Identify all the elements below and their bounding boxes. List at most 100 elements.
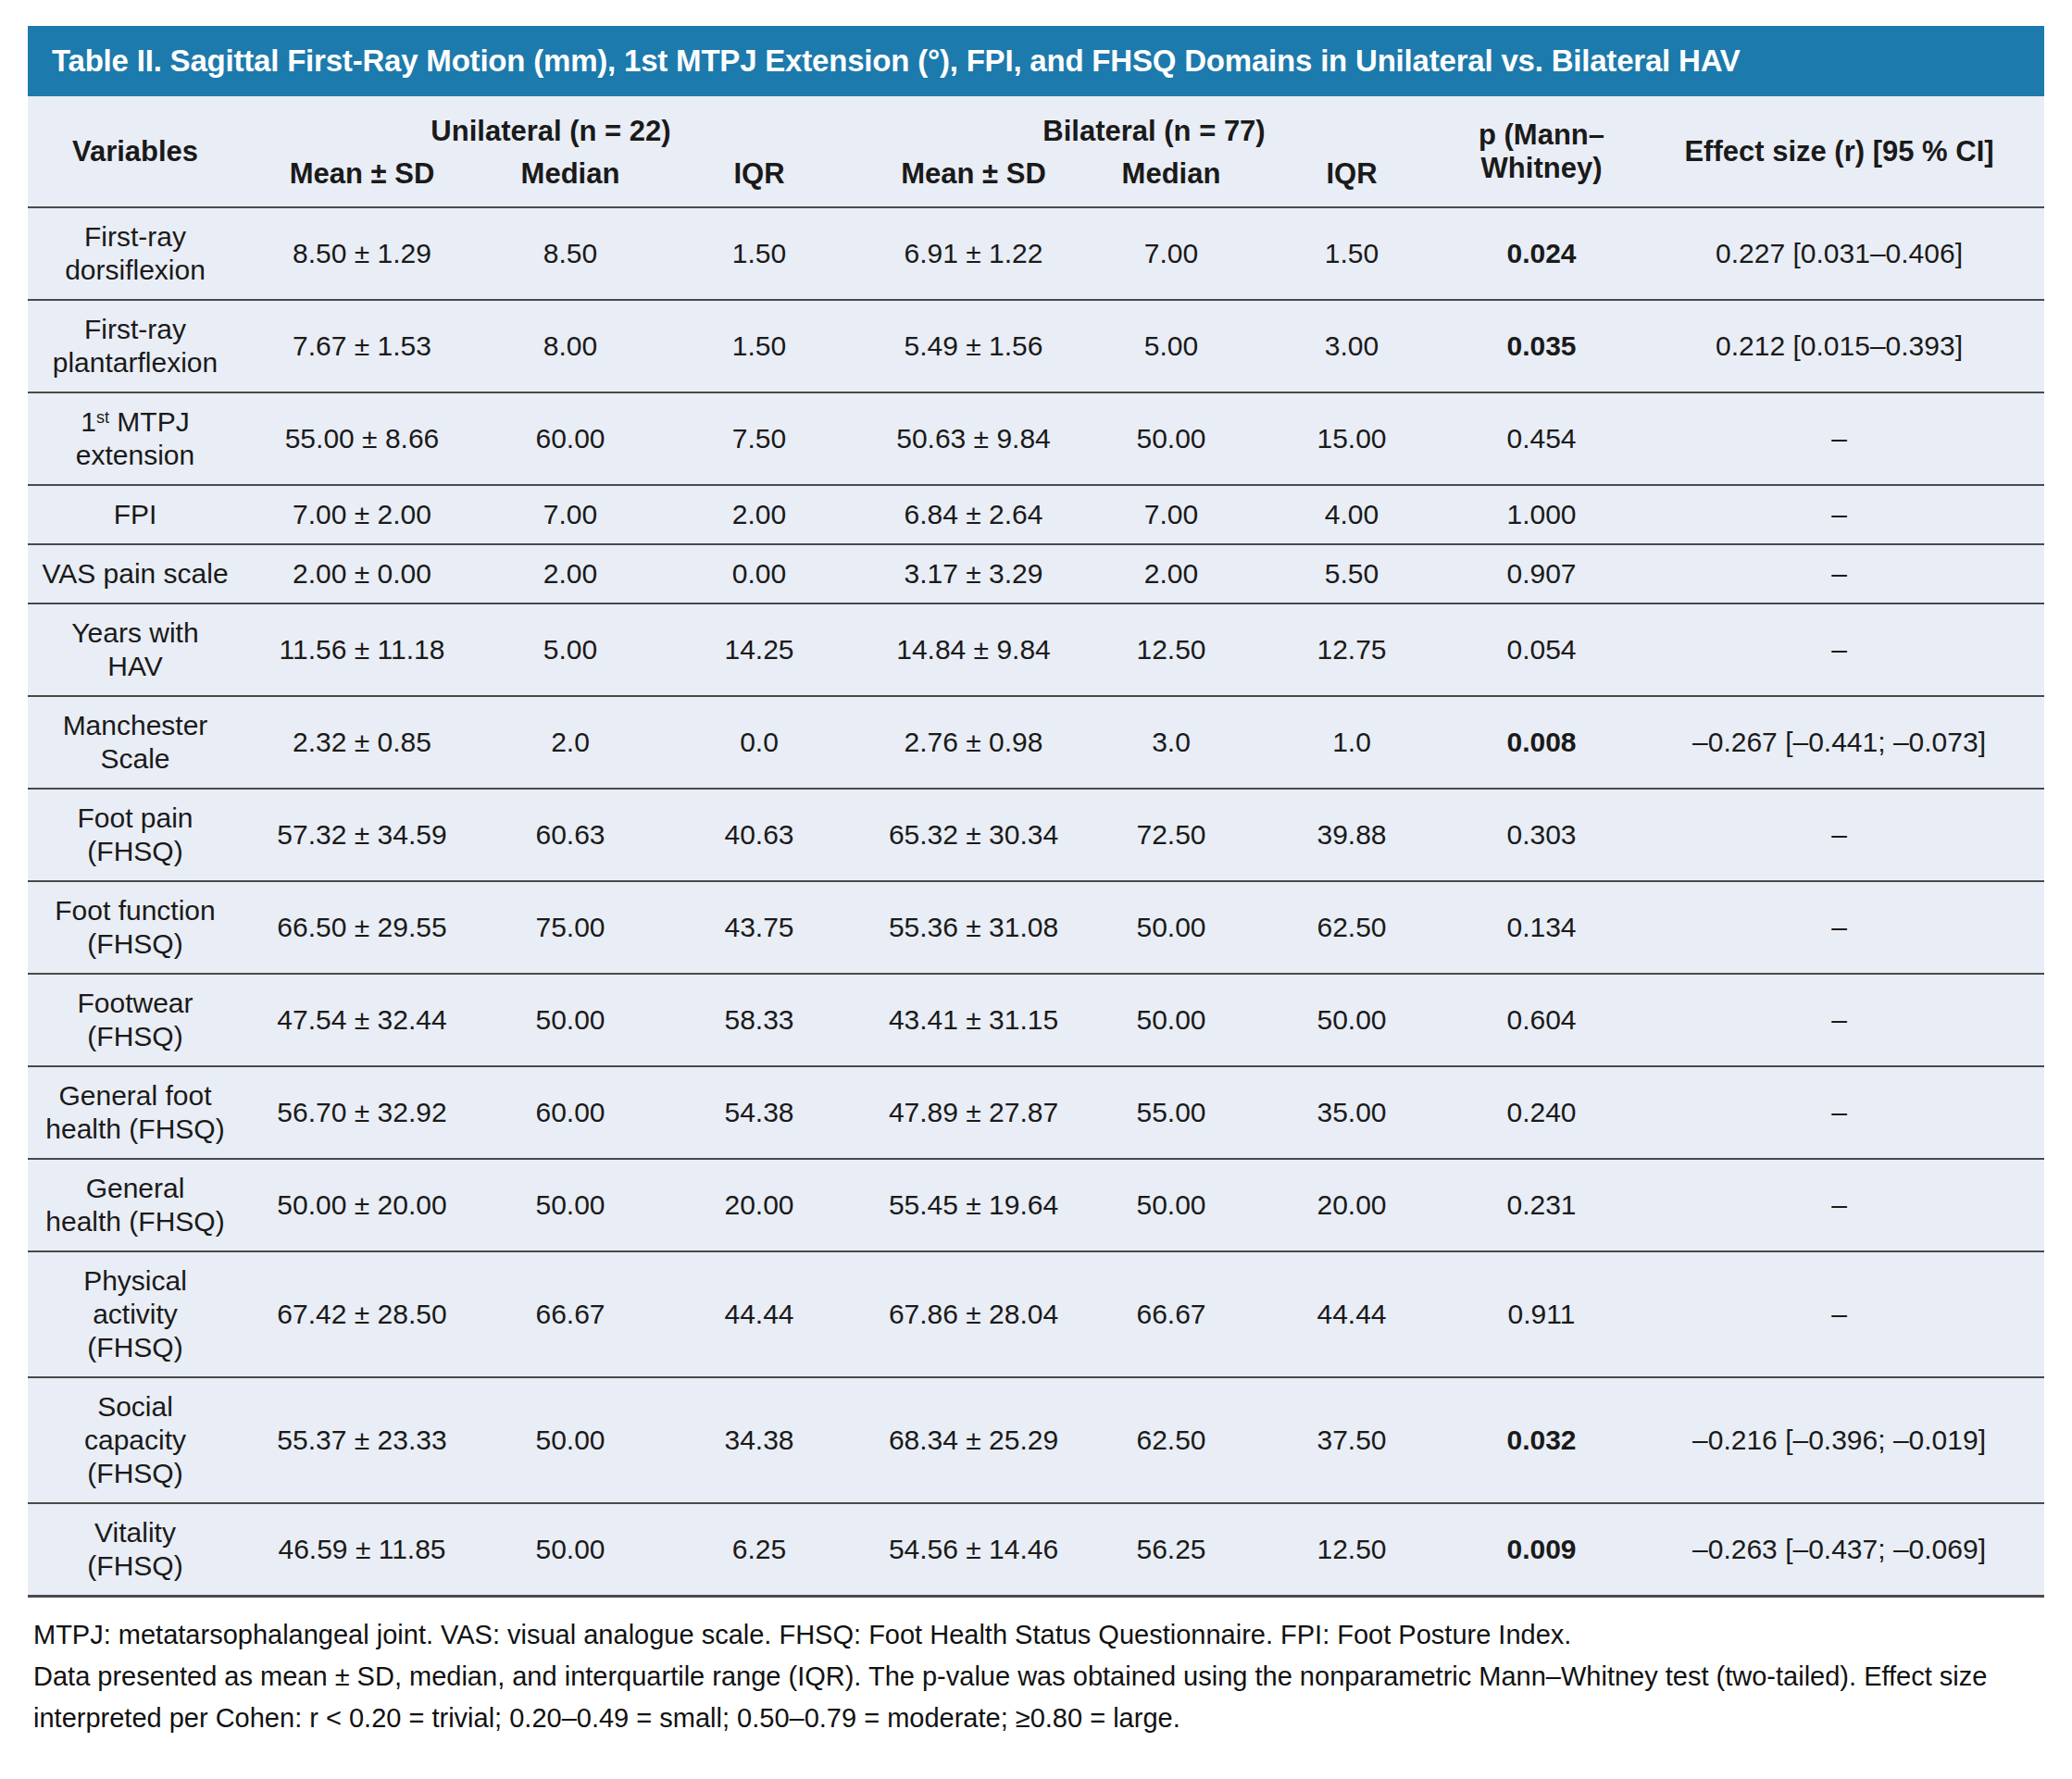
cell-variable: Foot pain (FHSQ) xyxy=(28,789,243,881)
cell-bil-iqr: 35.00 xyxy=(1254,1066,1449,1159)
cell-variable: VAS pain scale xyxy=(28,544,243,603)
cell-uni-iqr: 44.44 xyxy=(659,1251,859,1377)
cell-uni-mean-sd: 46.59 ± 11.85 xyxy=(243,1503,481,1597)
cell-p-value: 0.604 xyxy=(1449,974,1634,1066)
cell-bil-median: 5.00 xyxy=(1088,300,1254,392)
cell-uni-mean-sd: 56.70 ± 32.92 xyxy=(243,1066,481,1159)
cell-effect-size: 0.212 [0.015–0.393] xyxy=(1634,300,2044,392)
cell-bil-iqr: 1.50 xyxy=(1254,207,1449,300)
col-subheader-uni-mean-sd: Mean ± SD xyxy=(243,152,481,208)
cell-uni-mean-sd: 8.50 ± 1.29 xyxy=(243,207,481,300)
cell-effect-size: –0.216 [–0.396; –0.019] xyxy=(1634,1377,2044,1503)
cell-bil-iqr: 39.88 xyxy=(1254,789,1449,881)
cell-uni-iqr: 54.38 xyxy=(659,1066,859,1159)
table-row: General foot health (FHSQ)56.70 ± 32.926… xyxy=(28,1066,2044,1159)
cell-bil-median: 50.00 xyxy=(1088,1159,1254,1251)
cell-p-value: 0.907 xyxy=(1449,544,1634,603)
table-row: Vitality (FHSQ)46.59 ± 11.8550.006.2554.… xyxy=(28,1503,2044,1597)
footnote-abbreviations: MTPJ: metatarsophalangeal joint. VAS: vi… xyxy=(33,1614,2044,1656)
cell-bil-iqr: 5.50 xyxy=(1254,544,1449,603)
cell-bil-mean-sd: 6.84 ± 2.64 xyxy=(859,485,1088,544)
col-header-effect-size: Effect size (r) [95 % CI] xyxy=(1634,96,2044,207)
cell-uni-mean-sd: 67.42 ± 28.50 xyxy=(243,1251,481,1377)
col-subheader-bil-median: Median xyxy=(1088,152,1254,208)
cell-uni-iqr: 0.0 xyxy=(659,696,859,789)
col-header-variables: Variables xyxy=(28,96,243,207)
cell-p-value: 0.134 xyxy=(1449,881,1634,974)
cell-bil-mean-sd: 50.63 ± 9.84 xyxy=(859,392,1088,485)
cell-variable: Years with HAV xyxy=(28,603,243,696)
cell-bil-median: 62.50 xyxy=(1088,1377,1254,1503)
table-row: VAS pain scale2.00 ± 0.002.000.003.17 ± … xyxy=(28,544,2044,603)
cell-variable: Manchester Scale xyxy=(28,696,243,789)
cell-bil-mean-sd: 47.89 ± 27.87 xyxy=(859,1066,1088,1159)
cell-effect-size: – xyxy=(1634,974,2044,1066)
table-row: First-ray dorsiflexion8.50 ± 1.298.50 1.5… xyxy=(28,207,2044,300)
cell-uni-median: 8.50 xyxy=(481,207,659,300)
cell-variable: First-ray dorsiflexion xyxy=(28,207,243,300)
table-row: Manchester Scale2.32 ± 0.852.00.02.76 ± … xyxy=(28,696,2044,789)
cell-bil-mean-sd: 68.34 ± 25.29 xyxy=(859,1377,1088,1503)
cell-uni-mean-sd: 47.54 ± 32.44 xyxy=(243,974,481,1066)
cell-effect-size: – xyxy=(1634,881,2044,974)
cell-bil-iqr: 1.0 xyxy=(1254,696,1449,789)
cell-uni-median: 66.67 xyxy=(481,1251,659,1377)
cell-p-value: 0.009 xyxy=(1449,1503,1634,1597)
table-row: FPI7.00 ± 2.007.002.006.84 ± 2.647.004.0… xyxy=(28,485,2044,544)
col-subheader-uni-median: Median xyxy=(481,152,659,208)
cell-bil-median: 7.00 xyxy=(1088,485,1254,544)
cell-effect-size: –0.267 [–0.441; –0.073] xyxy=(1634,696,2044,789)
cell-uni-median: 50.00 xyxy=(481,1159,659,1251)
cell-uni-iqr: 7.50 xyxy=(659,392,859,485)
cell-variable: Footwear (FHSQ) xyxy=(28,974,243,1066)
table-row: Foot function (FHSQ)66.50 ± 29.5575.0043… xyxy=(28,881,2044,974)
footnote-methods: Data presented as mean ± SD, median, and… xyxy=(33,1656,2044,1739)
cell-uni-mean-sd: 55.00 ± 8.66 xyxy=(243,392,481,485)
cell-uni-iqr: 1.50 xyxy=(659,300,859,392)
cell-bil-median: 66.67 xyxy=(1088,1251,1254,1377)
cell-uni-mean-sd: 11.56 ± 11.18 xyxy=(243,603,481,696)
cell-bil-mean-sd: 43.41 ± 31.15 xyxy=(859,974,1088,1066)
cell-uni-mean-sd: 57.32 ± 34.59 xyxy=(243,789,481,881)
cell-p-value: 0.240 xyxy=(1449,1066,1634,1159)
ordinal-superscript: st xyxy=(96,408,109,427)
cell-uni-median: 60.00 xyxy=(481,392,659,485)
cell-bil-iqr: 44.44 xyxy=(1254,1251,1449,1377)
table-row: Physical activity (FHSQ)67.42 ± 28.5066.… xyxy=(28,1251,2044,1377)
cell-bil-iqr: 15.00 xyxy=(1254,392,1449,485)
cell-p-value: 0.303 xyxy=(1449,789,1634,881)
cell-uni-median: 60.63 xyxy=(481,789,659,881)
col-subheader-bil-mean-sd: Mean ± SD xyxy=(859,152,1088,208)
table-row: First-ray plantarflexion7.67 ± 1.538.001… xyxy=(28,300,2044,392)
cell-bil-mean-sd: 5.49 ± 1.56 xyxy=(859,300,1088,392)
cell-variable: 1st MTPJ extension xyxy=(28,392,243,485)
cell-bil-median: 12.50 xyxy=(1088,603,1254,696)
cell-uni-mean-sd: 2.32 ± 0.85 xyxy=(243,696,481,789)
cell-effect-size: – xyxy=(1634,544,2044,603)
cell-bil-mean-sd: 65.32 ± 30.34 xyxy=(859,789,1088,881)
cell-bil-median: 72.50 xyxy=(1088,789,1254,881)
cell-bil-iqr: 3.00 xyxy=(1254,300,1449,392)
cell-p-value: 1.000 xyxy=(1449,485,1634,544)
cell-bil-median: 50.00 xyxy=(1088,881,1254,974)
cell-effect-size: – xyxy=(1634,1159,2044,1251)
table-row: Foot pain (FHSQ)57.32 ± 34.5960.6340.636… xyxy=(28,789,2044,881)
cell-uni-iqr: 40.63 xyxy=(659,789,859,881)
col-subheader-bil-iqr: IQR xyxy=(1254,152,1449,208)
col-header-p-mann-whitney: p (Mann– Whitney) xyxy=(1449,96,1634,207)
cell-bil-median: 55.00 xyxy=(1088,1066,1254,1159)
table-row: Footwear (FHSQ)47.54 ± 32.4450.0058.3343… xyxy=(28,974,2044,1066)
table-title: Table II. Sagittal First-Ray Motion (mm)… xyxy=(52,44,1741,78)
cell-p-value: 0.032 xyxy=(1449,1377,1634,1503)
cell-uni-iqr: 34.38 xyxy=(659,1377,859,1503)
cell-bil-mean-sd: 6.91 ± 1.22 xyxy=(859,207,1088,300)
cell-bil-iqr: 37.50 xyxy=(1254,1377,1449,1503)
cell-bil-mean-sd: 14.84 ± 9.84 xyxy=(859,603,1088,696)
cell-effect-size: – xyxy=(1634,789,2044,881)
cell-effect-size: – xyxy=(1634,1251,2044,1377)
cell-bil-median: 56.25 xyxy=(1088,1503,1254,1597)
cell-variable: Foot function (FHSQ) xyxy=(28,881,243,974)
cell-p-value: 0.454 xyxy=(1449,392,1634,485)
cell-bil-iqr: 50.00 xyxy=(1254,974,1449,1066)
cell-effect-size: – xyxy=(1634,392,2044,485)
